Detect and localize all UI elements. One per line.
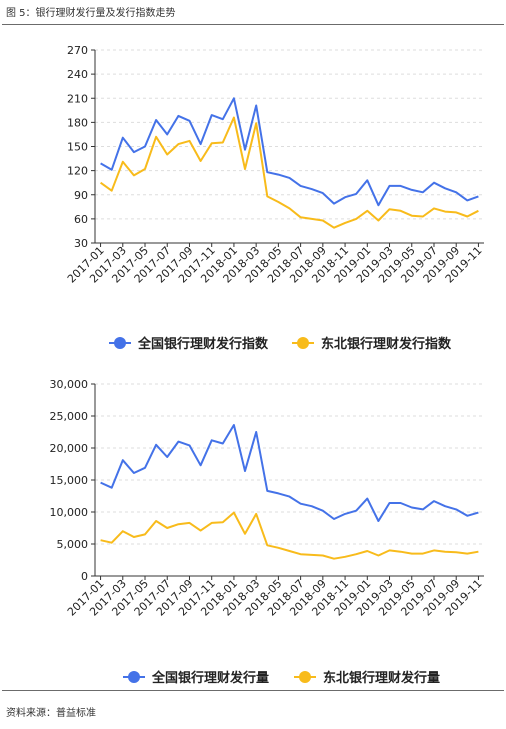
chart1-y-tick-label: 30: [74, 237, 88, 250]
chart1-series-line-1: [100, 97, 479, 207]
chart2-y-tick-label: 0: [81, 570, 88, 583]
chart2-y-tick-label: 30,000: [50, 378, 89, 391]
chart1-y-tick-label: 270: [67, 44, 88, 57]
chart1-y-tick-label: 120: [67, 165, 88, 178]
chart1-legend-label-2: 东北银行理财发行指数: [321, 336, 452, 352]
chart2-legend-label-2: 东北银行理财发行量: [323, 670, 440, 686]
chart2-y-tick-label: 15,000: [50, 474, 89, 487]
chart1-y-tick-label: 60: [74, 213, 88, 226]
chart2-y-tick-label: 10,000: [50, 506, 89, 519]
figure-title: 图 5：银行理财发行量及发行指数走势: [6, 8, 176, 19]
chart2-series-line-2: [100, 511, 479, 560]
source-note: 资料来源：普益标准: [6, 708, 96, 719]
chart2-y-tick-label: 20,000: [50, 442, 89, 455]
top-divider: [2, 24, 504, 25]
chart2-legend-marker-1: [128, 671, 140, 683]
chart1-y-tick-label: 180: [67, 116, 88, 129]
chart1-y-tick-label: 150: [67, 141, 88, 154]
chart1-y-tick-label: 210: [67, 92, 88, 105]
bottom-divider: [2, 690, 504, 691]
chart2-legend-label-1: 全国银行理财发行量: [151, 670, 269, 686]
chart2-series-line-1: [100, 424, 479, 522]
chart1-series-line-2: [100, 116, 479, 229]
chart1-legend-marker-1: [114, 337, 126, 349]
chart2-y-tick-label: 25,000: [50, 410, 89, 423]
chart1-legend-marker-2: [297, 337, 309, 349]
chart1-y-tick-label: 240: [67, 68, 88, 81]
chart2-legend-marker-2: [299, 671, 311, 683]
chart1-y-tick-label: 90: [74, 189, 88, 202]
chart2-y-tick-label: 5,000: [57, 538, 89, 551]
chart1-legend-label-1: 全国银行理财发行指数: [137, 336, 269, 352]
